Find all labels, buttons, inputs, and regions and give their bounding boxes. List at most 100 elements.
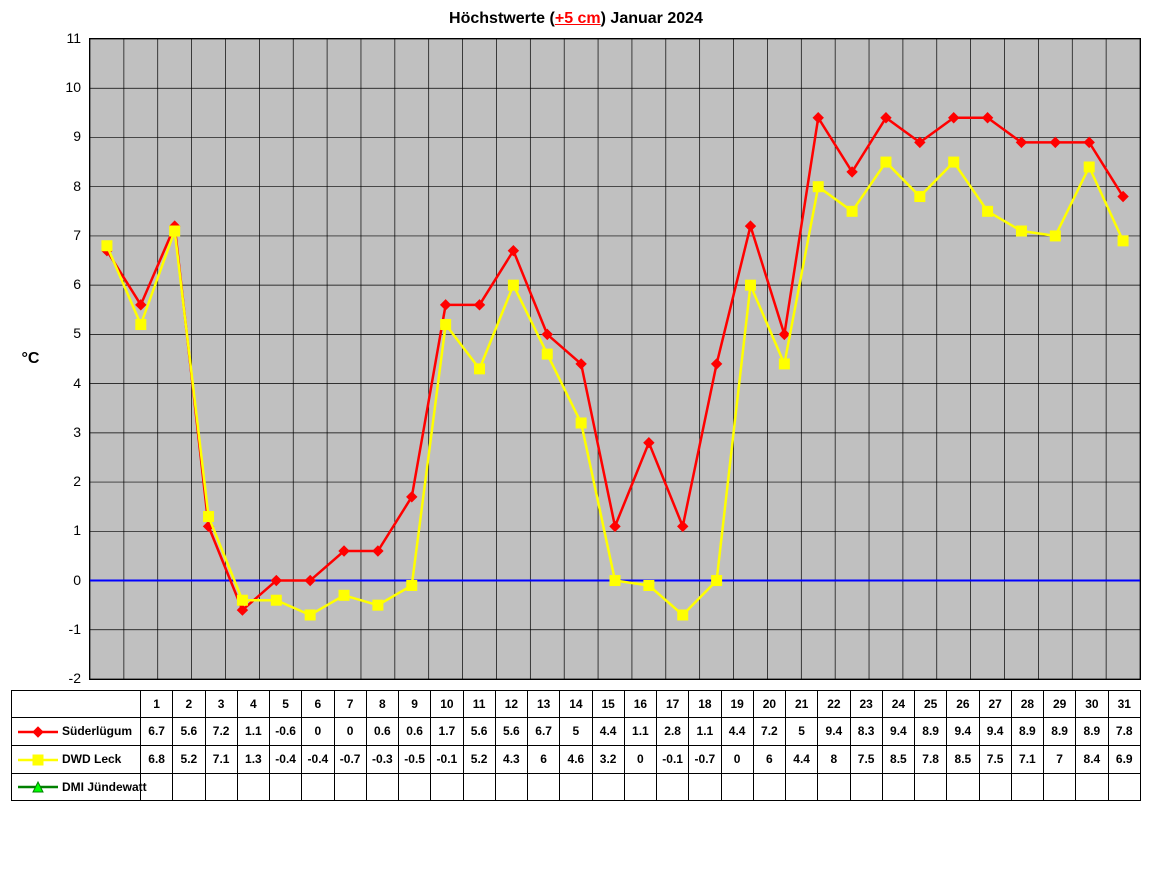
data-cell: 9.4: [979, 718, 1011, 746]
y-tick-label: 10: [65, 79, 81, 95]
data-cell: 7.1: [205, 745, 237, 773]
legend-cell: DMI Jündewatt: [12, 773, 141, 801]
x-category-label: 8: [366, 691, 398, 718]
data-cell: [947, 773, 979, 801]
data-cell: [818, 773, 850, 801]
y-tick-label: 8: [73, 178, 81, 194]
data-cell: [592, 773, 624, 801]
x-category-label: 9: [399, 691, 431, 718]
x-category-label: 15: [592, 691, 624, 718]
data-cell: [1108, 773, 1141, 801]
data-cell: 0: [721, 745, 753, 773]
data-cell: [979, 773, 1011, 801]
data-cell: [366, 773, 398, 801]
data-cell: 1.1: [624, 718, 656, 746]
x-category-label: 31: [1108, 691, 1141, 718]
legend-cell: DWD Leck: [12, 745, 141, 773]
data-cell: [915, 773, 947, 801]
data-cell: -0.6: [270, 718, 302, 746]
data-cell: -0.4: [270, 745, 302, 773]
data-cell: 5: [786, 718, 818, 746]
plot-svg: [90, 39, 1140, 679]
data-cell: [237, 773, 269, 801]
x-category-label: 19: [721, 691, 753, 718]
data-cell: 6.7: [528, 718, 560, 746]
chart-container: Höchstwerte (+5 cm) Januar 2024 °C -2-10…: [11, 10, 1141, 801]
data-cell: 8.5: [882, 745, 914, 773]
data-cell: [173, 773, 205, 801]
data-cell: [657, 773, 689, 801]
y-tick-label: 4: [73, 375, 81, 391]
data-cell: 8.9: [1076, 718, 1108, 746]
data-cell: 1.3: [237, 745, 269, 773]
x-category-label: 10: [431, 691, 463, 718]
x-category-label: 30: [1076, 691, 1108, 718]
title-prefix: Höchstwerte (: [449, 10, 555, 27]
data-cell: [302, 773, 334, 801]
legend-cell: Süderlügum: [12, 718, 141, 746]
y-tick-label: 0: [73, 572, 81, 588]
y-tick-label: 9: [73, 128, 81, 144]
data-cell: [721, 773, 753, 801]
data-cell: 4.6: [560, 745, 592, 773]
data-cell: [560, 773, 592, 801]
data-cell: 7.1: [1011, 745, 1043, 773]
data-cell: [463, 773, 495, 801]
data-cell: 0: [302, 718, 334, 746]
data-cell: 7.2: [205, 718, 237, 746]
data-cell: 7.2: [753, 718, 785, 746]
data-cell: 4.3: [495, 745, 527, 773]
data-cell: 5.6: [495, 718, 527, 746]
y-tick-label: 11: [66, 30, 81, 46]
data-cell: [689, 773, 721, 801]
x-category-label: 16: [624, 691, 656, 718]
table-header-empty: [12, 691, 141, 718]
data-cell: 9.4: [947, 718, 979, 746]
data-cell: 7.5: [850, 745, 882, 773]
data-cell: [399, 773, 431, 801]
data-cell: 5: [560, 718, 592, 746]
data-cell: 5.6: [463, 718, 495, 746]
data-cell: 5.2: [173, 745, 205, 773]
data-cell: 9.4: [882, 718, 914, 746]
chart-body: °C -2-101234567891011: [11, 38, 1141, 680]
x-category-label: 6: [302, 691, 334, 718]
data-cell: 0: [624, 745, 656, 773]
data-cell: 4.4: [592, 718, 624, 746]
x-category-label: 13: [528, 691, 560, 718]
x-category-label: 4: [237, 691, 269, 718]
data-table: 1234567891011121314151617181920212223242…: [11, 690, 1141, 801]
data-cell: 6: [528, 745, 560, 773]
data-cell: 6.8: [141, 745, 173, 773]
y-tick-label: 1: [73, 522, 81, 538]
data-cell: 8.9: [1011, 718, 1043, 746]
data-cell: 8.9: [915, 718, 947, 746]
data-cell: 8: [818, 745, 850, 773]
data-cell: 7.5: [979, 745, 1011, 773]
data-cell: [334, 773, 366, 801]
data-cell: 5.6: [173, 718, 205, 746]
data-cell: -0.5: [399, 745, 431, 773]
data-cell: -0.7: [689, 745, 721, 773]
data-cell: 7.8: [915, 745, 947, 773]
x-category-label: 2: [173, 691, 205, 718]
x-category-label: 26: [947, 691, 979, 718]
x-category-label: 28: [1011, 691, 1043, 718]
y-tick-label: 7: [73, 227, 81, 243]
data-cell: 8.4: [1076, 745, 1108, 773]
x-category-label: 27: [979, 691, 1011, 718]
x-category-label: 12: [495, 691, 527, 718]
data-cell: -0.1: [657, 745, 689, 773]
data-cell: 3.2: [592, 745, 624, 773]
plot-wrap: [89, 38, 1141, 680]
y-tick-label: -2: [69, 670, 81, 686]
data-cell: -0.3: [366, 745, 398, 773]
x-category-label: 29: [1044, 691, 1076, 718]
y-tick-label: -1: [69, 621, 81, 637]
data-cell: [1044, 773, 1076, 801]
data-cell: [270, 773, 302, 801]
data-cell: [786, 773, 818, 801]
x-category-label: 17: [657, 691, 689, 718]
data-cell: 4.4: [786, 745, 818, 773]
data-cell: [753, 773, 785, 801]
